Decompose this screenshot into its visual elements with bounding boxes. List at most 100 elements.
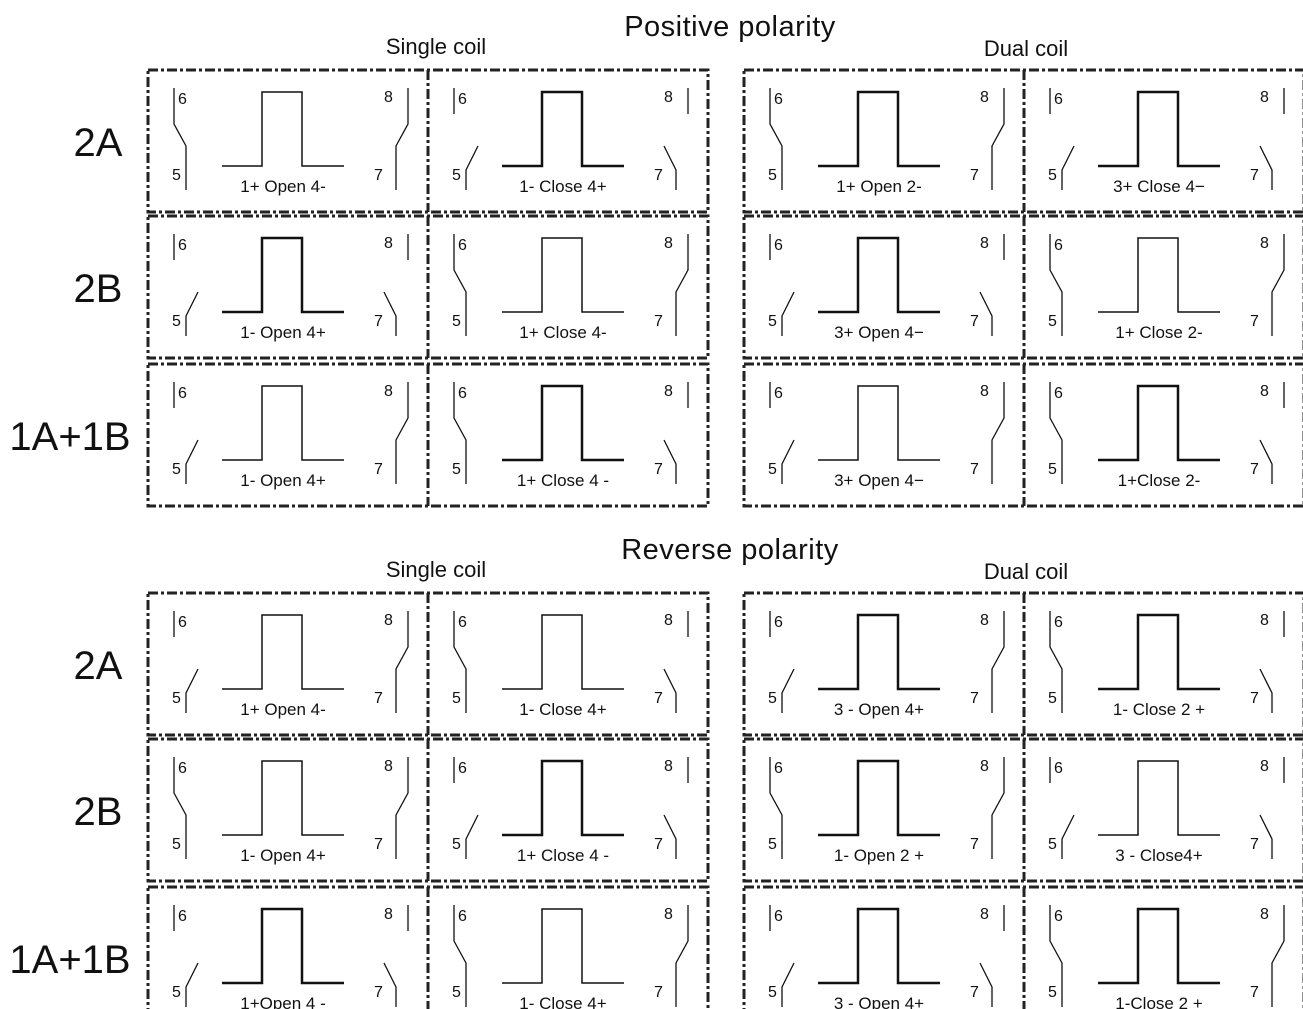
pulse-waveform <box>502 908 624 984</box>
pulse-waveform <box>818 613 940 691</box>
pulse-caption: 1-Close 2 + <box>1115 994 1202 1009</box>
left-contact-no <box>1049 757 1075 859</box>
right-contact-nc <box>395 382 409 484</box>
pulse-caption: 1+ Open 2- <box>836 177 922 196</box>
pin-label: 6 <box>1054 91 1063 108</box>
pulse-caption: 1+Open 4 - <box>240 994 326 1009</box>
pin-label: 7 <box>970 984 979 1001</box>
pin-label: 7 <box>970 690 979 707</box>
pin-label: 6 <box>774 908 783 925</box>
relay-cell: 3 - Open 4+ 6 5 8 7 <box>768 905 1005 1009</box>
left-contact-no <box>769 234 795 336</box>
relay-cell: 3+ Open 4− 6 5 8 7 <box>768 234 1005 342</box>
right-contact-no <box>1259 382 1285 484</box>
relay-cell: 1- Close 4+ 6 5 8 7 <box>452 88 689 196</box>
pin-label: 6 <box>458 237 467 254</box>
pulse-waveform <box>1098 760 1220 836</box>
pin-label: 7 <box>654 690 663 707</box>
left-contact-nc <box>453 382 467 484</box>
pin-label: 5 <box>768 313 777 330</box>
pin-label: 6 <box>774 91 783 108</box>
relay-cell: 1+ Close 4 - 6 5 8 7 <box>452 382 689 490</box>
pulse-waveform <box>818 236 940 314</box>
pulse-waveform <box>818 907 940 985</box>
pin-label: 5 <box>452 461 461 478</box>
relay-cell: 1+ Close 2- 6 5 8 7 <box>1048 234 1285 342</box>
left-contact-nc <box>453 905 467 1007</box>
pin-label: 8 <box>1260 612 1269 629</box>
pulse-caption: 3 - Open 4+ <box>834 700 924 719</box>
right-contact-no <box>1259 88 1285 190</box>
pin-label: 7 <box>654 984 663 1001</box>
pulse-caption: 1- Open 4+ <box>240 846 326 865</box>
pulse-waveform <box>502 614 624 690</box>
right-contact-no <box>663 611 689 713</box>
pin-label: 8 <box>1260 89 1269 106</box>
relay-cell: 1+ Close 4- 6 5 8 7 <box>452 234 689 342</box>
left-contact-nc <box>1049 382 1063 484</box>
pin-label: 8 <box>384 383 393 400</box>
left-contact-nc <box>173 88 187 190</box>
pulse-caption: 1- Close 4+ <box>519 994 606 1009</box>
pin-label: 5 <box>768 690 777 707</box>
pulse-waveform <box>1098 907 1220 985</box>
relay-cell: 1- Open 4+ 6 5 8 7 <box>172 234 409 342</box>
pin-label: 7 <box>374 690 383 707</box>
relay-cell: 1+ Open 4- 6 5 8 7 <box>172 611 409 719</box>
right-contact-no <box>383 234 409 336</box>
relay-cell: 3+ Open 4− 6 5 8 7 <box>768 382 1005 490</box>
single-coil-label: Single coil <box>386 557 486 582</box>
pin-label: 8 <box>664 612 673 629</box>
relay-cell: 1- Open 2 + 6 5 8 7 <box>768 757 1005 865</box>
pin-label: 6 <box>178 385 187 402</box>
pin-label: 6 <box>178 91 187 108</box>
pin-label: 5 <box>1048 313 1057 330</box>
pulse-waveform <box>222 907 344 985</box>
pin-label: 8 <box>384 89 393 106</box>
pin-label: 7 <box>374 167 383 184</box>
pulse-waveform <box>502 759 624 837</box>
relay-cell: 1+Close 2- 6 5 8 7 <box>1048 382 1285 490</box>
pin-label: 5 <box>768 984 777 1001</box>
pin-label: 5 <box>1048 690 1057 707</box>
pulse-waveform <box>502 90 624 168</box>
pin-label: 8 <box>664 89 673 106</box>
pin-label: 8 <box>1260 383 1269 400</box>
pin-label: 6 <box>1054 385 1063 402</box>
right-contact-nc <box>1271 905 1285 1007</box>
relay-cell: 3 - Close4+ 6 5 8 7 <box>1048 757 1285 865</box>
pulse-waveform <box>502 384 624 462</box>
pin-label: 6 <box>458 760 467 777</box>
right-contact-nc <box>675 234 689 336</box>
right-contact-nc <box>395 88 409 190</box>
dual-coil-label: Dual coil <box>984 36 1068 61</box>
right-contact-no <box>663 757 689 859</box>
pin-label: 7 <box>654 313 663 330</box>
pin-label: 7 <box>1250 313 1259 330</box>
relay-cell: 3+ Close 4− 6 5 8 7 <box>1048 88 1285 196</box>
pulse-caption: 1- Close 4+ <box>519 700 606 719</box>
pulse-waveform <box>222 91 344 167</box>
pin-label: 8 <box>1260 758 1269 775</box>
pin-label: 6 <box>178 908 187 925</box>
pin-label: 5 <box>452 836 461 853</box>
row-label: 2A <box>74 644 123 688</box>
right-contact-nc <box>991 88 1005 190</box>
pin-label: 7 <box>970 836 979 853</box>
pin-label: 7 <box>1250 461 1259 478</box>
pin-label: 8 <box>384 612 393 629</box>
pulse-waveform <box>1098 384 1220 462</box>
pulse-waveform <box>502 237 624 313</box>
relay-cell: 1-Close 2 + 6 5 8 7 <box>1048 905 1285 1009</box>
pin-label: 6 <box>178 614 187 631</box>
left-contact-nc <box>1049 905 1063 1007</box>
dual-coil-label: Dual coil <box>984 559 1068 584</box>
pulse-caption: 1- Close 4+ <box>519 177 606 196</box>
pulse-waveform <box>222 614 344 690</box>
relay-cell: 1+ Open 2- 6 5 8 7 <box>768 88 1005 196</box>
pin-label: 5 <box>172 313 181 330</box>
pulse-caption: 1+Close 2- <box>1118 471 1201 490</box>
pulse-caption: 3 - Close4+ <box>1115 846 1202 865</box>
pin-label: 6 <box>774 614 783 631</box>
pin-label: 6 <box>1054 614 1063 631</box>
